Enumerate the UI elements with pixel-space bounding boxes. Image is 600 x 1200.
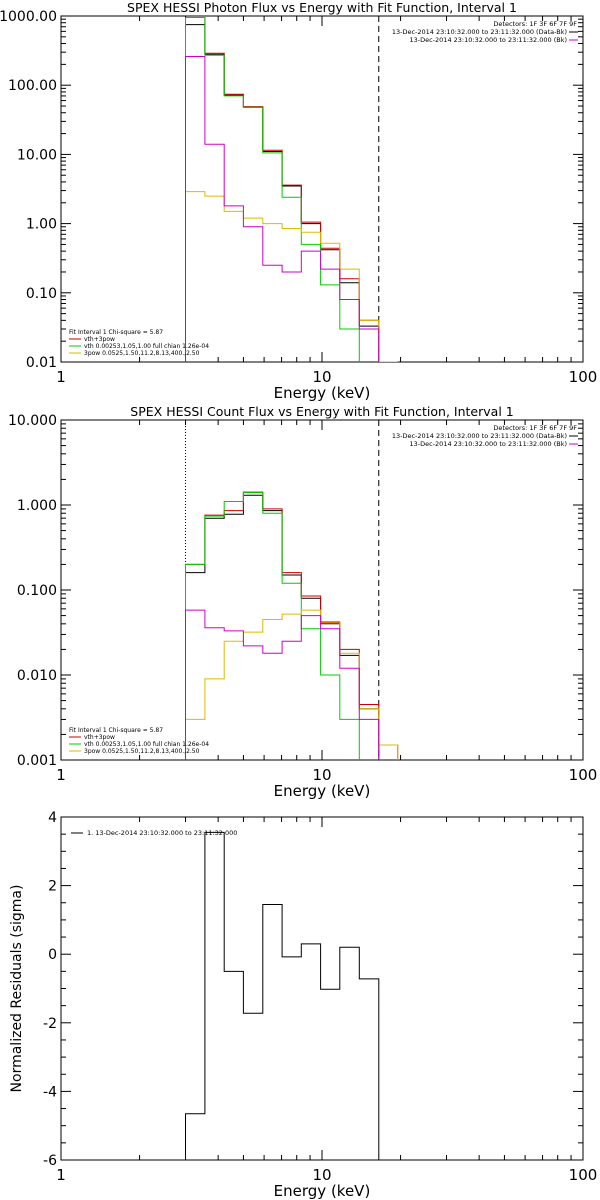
y-tick-label: -4 [43,1084,57,1100]
series-bk [185,56,380,362]
y-tick-label: 100.00 [8,78,57,94]
y-tick-label: 0 [48,947,57,963]
y-tick-label: 1000.00 [0,9,57,25]
legend-entry: 13-Dec-2014 23:10:32.000 to 23:11:32.000… [410,440,568,448]
y-tick-label: 0.01 [26,355,57,371]
y-tick-label: 2 [48,879,57,895]
y-tick-label: 0.100 [17,583,57,599]
data-layer [185,831,380,1160]
series-1-13-dec-2014-23-10-32-000-to-23-11-32-000 [185,831,380,1160]
x-tick-label: 10 [312,1166,331,1184]
x-tick-label: 10 [312,368,331,386]
legend-entry: vth 0.00253,1.05,1.00 full chian 1.26e-0… [84,343,209,350]
y-axis-label: Normalized Residuals (sigma) [9,885,25,1093]
data-layer [185,491,399,760]
legend-entry: vth+3pow [84,734,115,741]
x-tick-label: 100 [569,766,598,784]
legend-entry: 3pow 0.0525,1.50,11.2,8.13,400.,2.50 [84,350,200,357]
legend-entry: Detectors: 1F 3F 6F 7F 9F [493,20,577,28]
x-tick-label: 1 [56,766,66,784]
legend-entry: Fit Interval 1 Chi-square = 5.87 [69,727,163,734]
legend-entry: 1. 13-Dec-2014 23:10:32.000 to 23:11:32.… [87,829,237,837]
y-tick-label: 0.10 [26,286,57,302]
chart-title: SPEX HESSI Photon Flux vs Energy with Fi… [127,0,517,15]
legend-entry: vth 0.00253,1.05,1.00 full chian 1.26e-0… [84,741,209,748]
chart-panel-2: 1 10 100 10.000 1.000 0.100 0.010 0.001 SPEX HES… [8,404,597,800]
series-vth-3pow [185,491,399,760]
legend-entry: 13-Dec-2014 23:10:32.000 to 23:11:32.000… [392,432,567,440]
y-tick-label: 1.000 [17,498,57,514]
plot-frame [60,15,584,363]
chart-panel-1: 1 10 100 1000.00 100.00 10.00 1.00 0.10 0.01 SPEX… [0,0,597,402]
plot-frame [60,419,584,761]
chart-panel-3: 1 10 100 4 2 0 -2 -4 -6 Energy (keV) Normalized Re… [9,810,597,1200]
y-tick-label: 10.00 [17,147,57,163]
x-tick-label: 10 [312,766,331,784]
legend-entry: Detectors: 1F 3F 6F 7F 9F [493,424,577,432]
y-tick-label: -2 [43,1016,57,1032]
series-vth [185,492,380,760]
y-tick-label: 1.00 [26,217,57,233]
legend-entry: vth+3pow [84,336,115,343]
series-vth [185,17,380,362]
series-3pow [185,609,399,760]
x-tick-label: 100 [569,1166,598,1184]
x-axis-label: Energy (keV) [274,782,371,800]
plot-frame [60,816,584,1161]
x-tick-label: 1 [56,368,66,386]
y-tick-label: -6 [43,1153,57,1169]
data-layer [185,17,398,362]
chart-title: SPEX HESSI Count Flux vs Energy with Fit… [130,404,513,419]
legend-entry: Fit Interval 1 Chi-square = 5.87 [69,329,163,336]
series-3pow [185,191,398,362]
y-tick-label: 10.000 [8,413,57,429]
legend-entry: 13-Dec-2014 23:10:32.000 to 23:11:32.000… [410,36,568,44]
x-axis-label: Energy (keV) [274,384,371,402]
y-tick-label: 4 [48,810,57,826]
series-bk [185,609,380,760]
x-tick-label: 1 [56,1166,66,1184]
legend-entry: 3pow 0.0525,1.50,11.2,8.13,400.,2.50 [84,748,200,755]
y-tick-label: 0.001 [17,753,57,769]
y-tick-label: 0.010 [17,668,57,684]
x-tick-label: 100 [569,368,598,386]
legend-entry: 13-Dec-2014 23:10:32.000 to 23:11:32.000… [392,28,567,36]
x-axis-label: Energy (keV) [274,1182,371,1200]
